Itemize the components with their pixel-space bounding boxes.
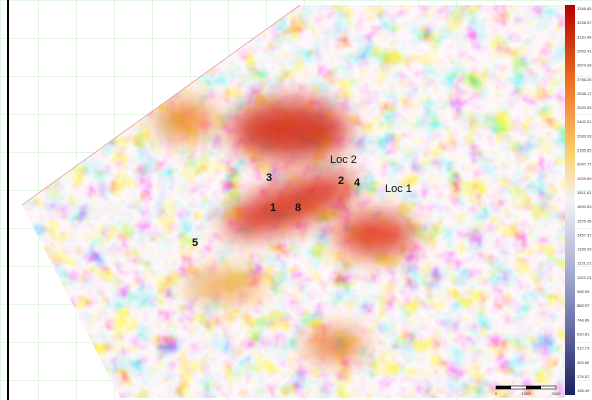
colorbar [565, 5, 575, 395]
map-label: 3 [266, 172, 272, 184]
colorbar-label: 748.89 [577, 317, 590, 322]
colorbar-label: 2047.77 [577, 162, 592, 167]
colorbar-label: 2520.09 [577, 105, 592, 110]
colorbar-label: 158.49 [577, 388, 590, 393]
scale-label: 2000 [552, 391, 562, 396]
colorbar-label: 276.57 [577, 374, 590, 379]
colorbar-label: 1339.29 [577, 247, 592, 252]
map-label: 2 [338, 175, 344, 187]
map-label: 8 [295, 202, 301, 214]
colorbar-label: 2402.01 [577, 119, 592, 124]
colorbar-label: 2283.93 [577, 133, 592, 138]
colorbar-label: 3110.49 [577, 34, 592, 39]
screenshot: 0 1000 2000 1 2 3 4 5 8 Loc 2 Loc 1 3346… [0, 0, 592, 400]
colorbar-label: 2756.25 [577, 77, 592, 82]
colorbar-label: 1457.37 [577, 232, 592, 237]
colorbar-label: 2874.33 [577, 63, 592, 68]
colorbar-label: 630.81 [577, 331, 590, 336]
colorbar-label: 1221.21 [577, 261, 592, 266]
colorbar-label: 512.73 [577, 346, 590, 351]
colorbar-label: 985.05 [577, 289, 590, 294]
map-view: 0 1000 2000 1 2 3 4 5 8 Loc 2 Loc 1 3346… [0, 0, 592, 400]
colorbar-label: 2992.41 [577, 49, 592, 54]
colorbar-label: 866.97 [577, 303, 590, 308]
map-label: Loc 2 [330, 154, 357, 166]
map-label: 1 [270, 202, 276, 214]
scale-label: 1000 [522, 391, 532, 396]
colorbar-label: 2165.85 [577, 148, 592, 153]
map-label: 4 [354, 177, 361, 189]
colorbar-label: 1693.53 [577, 204, 592, 209]
map-label: 5 [192, 237, 198, 249]
map-label: Loc 1 [385, 183, 412, 195]
colorbar-label: 3228.57 [577, 20, 592, 25]
colorbar-label: 1811.61 [577, 190, 592, 195]
colorbar-label: 1575.45 [577, 218, 592, 223]
colorbar-label: 1929.69 [577, 176, 592, 181]
colorbar-label: 3346.65 [577, 6, 592, 11]
colorbar-label: 1103.13 [577, 275, 592, 280]
colorbar-label: 394.65 [577, 360, 590, 365]
colorbar-label: 2638.17 [577, 91, 592, 96]
